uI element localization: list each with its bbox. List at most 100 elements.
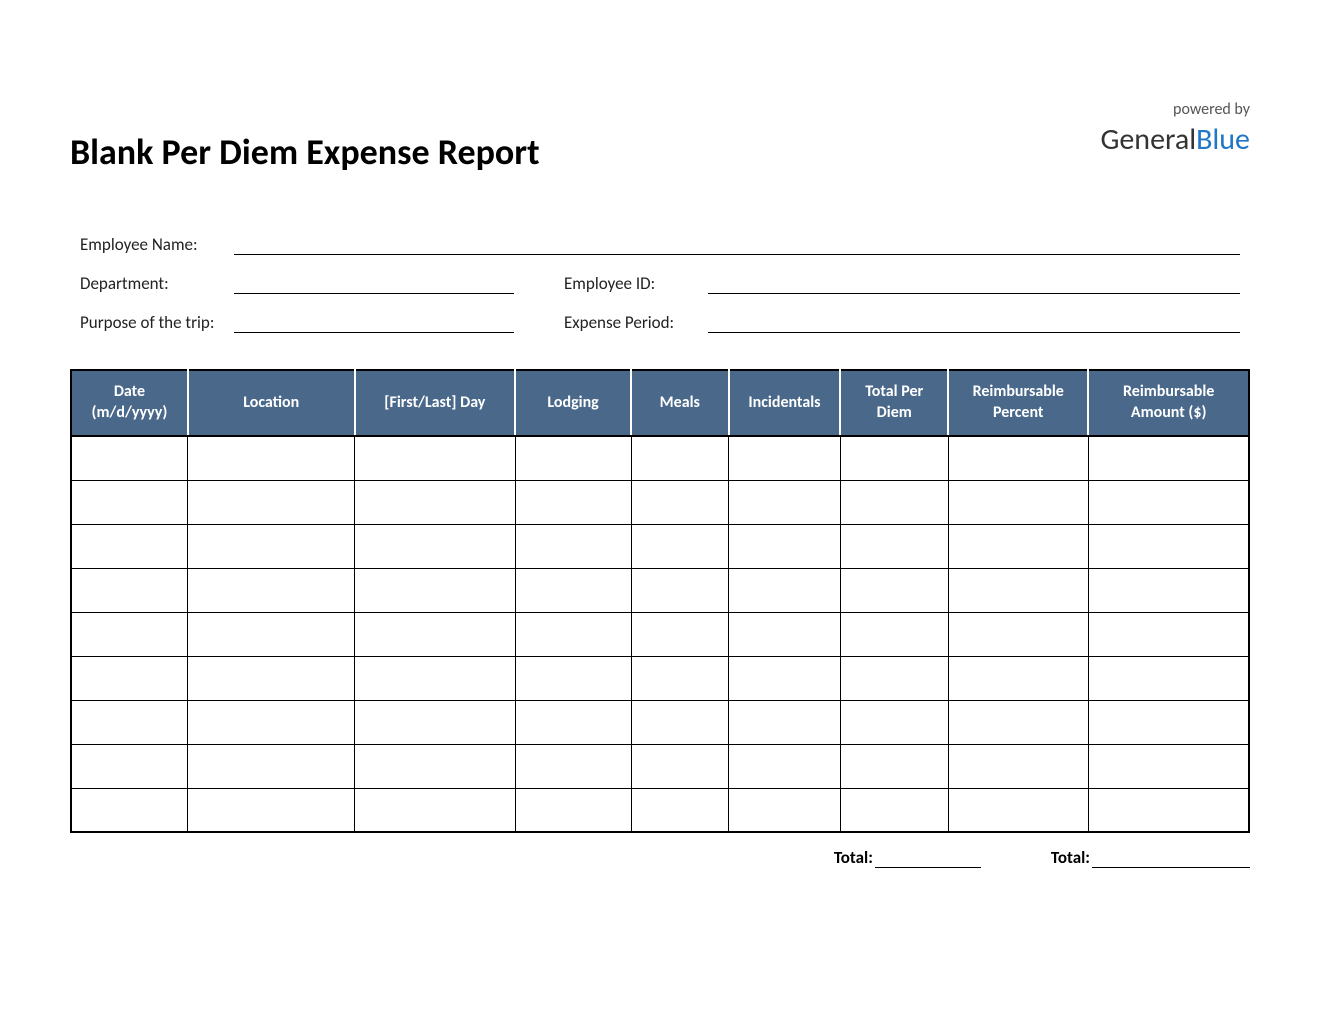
table-cell bbox=[188, 656, 355, 700]
brand-part1: General bbox=[1100, 121, 1196, 158]
table-cell bbox=[840, 744, 948, 788]
total-reimb-label: Total: bbox=[1051, 847, 1092, 868]
table-body bbox=[71, 436, 1249, 832]
table-cell bbox=[515, 656, 631, 700]
table-cell bbox=[188, 744, 355, 788]
table-cell bbox=[729, 656, 841, 700]
table-cell bbox=[71, 612, 188, 656]
table-cell bbox=[188, 480, 355, 524]
table-row bbox=[71, 436, 1249, 480]
total-reimb-group: Total: bbox=[1051, 847, 1250, 868]
row-purpose: Purpose of the trip: Expense Period: bbox=[80, 312, 1240, 333]
table-cell bbox=[515, 568, 631, 612]
totals-row: Total: Total: bbox=[70, 847, 1250, 868]
table-row bbox=[71, 700, 1249, 744]
table-cell bbox=[515, 436, 631, 480]
table-cell bbox=[840, 524, 948, 568]
table-cell bbox=[631, 612, 729, 656]
table-cell bbox=[1088, 744, 1249, 788]
table-cell bbox=[515, 612, 631, 656]
employee-id-line bbox=[708, 293, 1240, 294]
table-row bbox=[71, 524, 1249, 568]
table-cell bbox=[948, 436, 1088, 480]
table-cell bbox=[948, 700, 1088, 744]
table-cell bbox=[515, 788, 631, 832]
table-cell bbox=[1088, 612, 1249, 656]
table-cell bbox=[631, 700, 729, 744]
period-label: Expense Period: bbox=[554, 312, 704, 333]
table-row bbox=[71, 612, 1249, 656]
table-cell bbox=[188, 612, 355, 656]
brand-name: GeneralBlue bbox=[1100, 121, 1250, 158]
table-cell bbox=[729, 788, 841, 832]
table-cell bbox=[840, 656, 948, 700]
period-line bbox=[708, 332, 1240, 333]
table-cell bbox=[840, 568, 948, 612]
table-cell bbox=[948, 480, 1088, 524]
table-cell bbox=[71, 788, 188, 832]
col-header-reimb-percent: Reimbursable Percent bbox=[948, 370, 1088, 436]
table-cell bbox=[840, 788, 948, 832]
table-cell bbox=[71, 744, 188, 788]
brand-part2: Blue bbox=[1196, 121, 1250, 158]
col-header-total-per-diem: Total Per Diem bbox=[840, 370, 948, 436]
table-cell bbox=[71, 700, 188, 744]
table-cell bbox=[71, 524, 188, 568]
table-cell bbox=[631, 788, 729, 832]
table-row bbox=[71, 744, 1249, 788]
table-cell bbox=[631, 744, 729, 788]
table-cell bbox=[948, 612, 1088, 656]
table-cell bbox=[515, 524, 631, 568]
row-employee-name: Employee Name: bbox=[80, 234, 1240, 255]
table-cell bbox=[729, 436, 841, 480]
table-cell bbox=[355, 744, 516, 788]
col-header-location: Location bbox=[188, 370, 355, 436]
table-row bbox=[71, 788, 1249, 832]
table-cell bbox=[1088, 656, 1249, 700]
brand-block: powered by GeneralBlue bbox=[1100, 100, 1250, 158]
table-cell bbox=[631, 524, 729, 568]
table-cell bbox=[515, 480, 631, 524]
table-row bbox=[71, 480, 1249, 524]
table-cell bbox=[840, 700, 948, 744]
purpose-label: Purpose of the trip: bbox=[80, 312, 230, 333]
table-cell bbox=[71, 656, 188, 700]
table-cell bbox=[1088, 568, 1249, 612]
col-header-reimb-amount: Reimbursable Amount ($) bbox=[1088, 370, 1249, 436]
table-cell bbox=[840, 612, 948, 656]
table-cell bbox=[729, 568, 841, 612]
table-cell bbox=[355, 788, 516, 832]
table-cell bbox=[948, 656, 1088, 700]
table-cell bbox=[729, 480, 841, 524]
table-cell bbox=[729, 700, 841, 744]
table-cell bbox=[948, 744, 1088, 788]
table-cell bbox=[188, 788, 355, 832]
table-cell bbox=[355, 524, 516, 568]
table-cell bbox=[355, 568, 516, 612]
department-label: Department: bbox=[80, 273, 230, 294]
table-cell bbox=[631, 656, 729, 700]
table-cell bbox=[355, 436, 516, 480]
table-cell bbox=[729, 744, 841, 788]
col-header-lodging: Lodging bbox=[515, 370, 631, 436]
table-row bbox=[71, 656, 1249, 700]
table-cell bbox=[948, 568, 1088, 612]
total-per-diem-label: Total: bbox=[834, 847, 875, 868]
table-cell bbox=[631, 568, 729, 612]
table-header-row: Date (m/d/yyyy) Location [First/Last] Da… bbox=[71, 370, 1249, 436]
table-cell bbox=[355, 700, 516, 744]
header: Blank Per Diem Expense Report powered by… bbox=[70, 100, 1250, 174]
table-cell bbox=[355, 480, 516, 524]
table-cell bbox=[355, 612, 516, 656]
table-cell bbox=[948, 524, 1088, 568]
total-per-diem-group: Total: bbox=[834, 847, 981, 868]
table-cell bbox=[840, 436, 948, 480]
table-cell bbox=[515, 700, 631, 744]
powered-by-text: powered by bbox=[1100, 100, 1250, 119]
table-cell bbox=[71, 436, 188, 480]
col-header-meals: Meals bbox=[631, 370, 729, 436]
page-title: Blank Per Diem Expense Report bbox=[70, 130, 540, 174]
table-cell bbox=[729, 612, 841, 656]
table-cell bbox=[631, 480, 729, 524]
expense-table: Date (m/d/yyyy) Location [First/Last] Da… bbox=[70, 369, 1250, 833]
